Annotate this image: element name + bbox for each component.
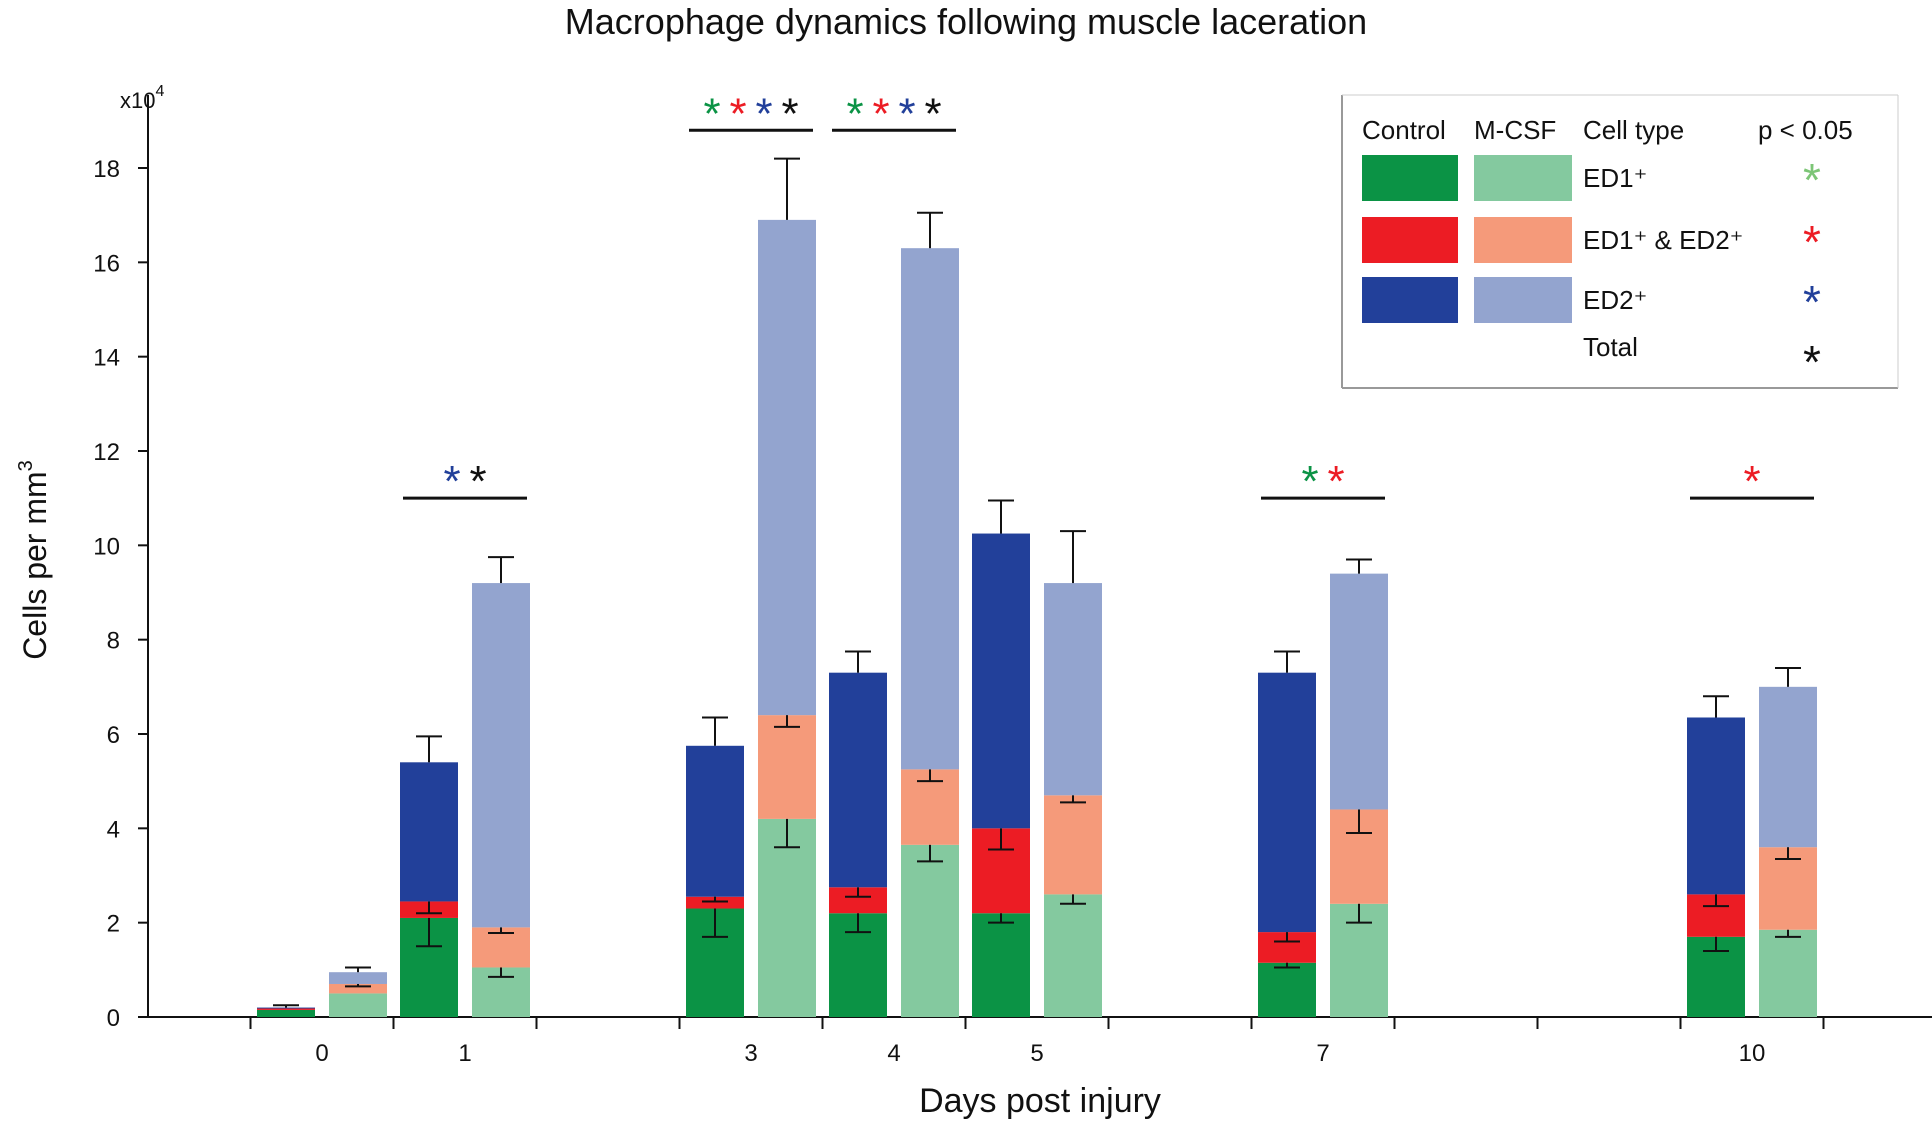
y-axis-label: Cells per mm3: [15, 460, 53, 660]
bar-ed2-control-day-0: [257, 1007, 315, 1009]
legend-star: *: [1803, 154, 1821, 206]
x-tick-label: 3: [744, 1040, 757, 1067]
bar-ed2-control-day-5: [972, 533, 1030, 829]
bar-ed2-mcsf-day-10: [1759, 686, 1817, 848]
y-tick-label: 12: [93, 439, 120, 466]
bar-ed1-mcsf-day-4: [901, 844, 959, 1017]
bar-ed12-mcsf-day-5: [1044, 795, 1102, 895]
x-tick-label: 4: [887, 1040, 900, 1067]
legend-label: ED1⁺ & ED2⁺: [1583, 225, 1743, 255]
significance-star: *: [755, 89, 772, 138]
chart-title: Macrophage dynamics following muscle lac…: [565, 1, 1367, 42]
bar-ed2-control-day-7: [1258, 672, 1316, 933]
significance-star: *: [703, 89, 720, 138]
significance-star: *: [443, 457, 460, 506]
bar-ed1-mcsf-day-5: [1044, 894, 1102, 1017]
legend-label: Total: [1583, 332, 1638, 362]
significance-star: *: [1327, 457, 1344, 506]
y-tick-label: 8: [107, 628, 120, 655]
bar-ed2-control-day-10: [1687, 717, 1745, 895]
bar-ed1-mcsf-day-0: [329, 993, 387, 1017]
y-axis-label-text: Cells per mm: [17, 471, 53, 659]
y-tick-label: 16: [93, 250, 120, 277]
x-tick-label: 1: [458, 1040, 471, 1067]
legend-header: M-CSF: [1474, 115, 1556, 145]
bar-ed12-mcsf-day-1: [472, 927, 530, 968]
x-tick-label: 0: [315, 1040, 328, 1067]
legend-swatch-mcsf-ed1: [1474, 155, 1572, 201]
legend-star: *: [1803, 276, 1821, 328]
significance-star: *: [469, 457, 486, 506]
y-axis-multiplier: x104: [120, 83, 164, 113]
y-axis-multiplier-base: x10: [120, 88, 155, 113]
significance-markers: * ** * * * * * * ** * *: [403, 89, 1814, 506]
bar-ed1-control-day-0: [257, 1009, 315, 1017]
legend-swatch-control-ed1: [1362, 155, 1458, 201]
legend-header: Control: [1362, 115, 1446, 145]
legend-header: p < 0.05: [1758, 115, 1853, 145]
bars: [257, 219, 1817, 1017]
legend-swatch-mcsf-ed2: [1474, 277, 1572, 323]
legend-swatch-control-ed12: [1362, 217, 1458, 263]
bar-ed12-mcsf-day-0: [329, 983, 387, 994]
bar-ed2-mcsf-day-5: [1044, 583, 1102, 796]
legend-star: *: [1803, 216, 1821, 268]
bar-ed1-mcsf-day-3: [758, 818, 816, 1017]
error-bars: [273, 157, 1801, 1008]
bar-ed2-control-day-1: [400, 762, 458, 902]
bar-ed12-mcsf-day-3: [758, 715, 816, 819]
svg-text:Cells per mm3: Cells per mm3: [15, 460, 53, 660]
x-tick-label: 10: [1739, 1040, 1766, 1067]
bar-ed1-control-day-7: [1258, 962, 1316, 1017]
bar-ed12-mcsf-day-10: [1759, 847, 1817, 930]
significance-star: *: [846, 89, 863, 138]
bar-ed1-mcsf-day-10: [1759, 929, 1817, 1017]
significance-star: *: [898, 89, 915, 138]
legend-header: Cell type: [1583, 115, 1684, 145]
significance-star: *: [924, 89, 941, 138]
legend-label: ED2⁺: [1583, 285, 1647, 315]
y-tick-label: 18: [93, 156, 120, 183]
legend-swatch-mcsf-ed12: [1474, 217, 1572, 263]
y-tick-label: 2: [107, 911, 120, 938]
significance-star: *: [1743, 457, 1760, 506]
significance-star: *: [1301, 457, 1318, 506]
y-tick-label: 14: [93, 345, 120, 372]
significance-star: *: [729, 89, 746, 138]
significance-star: *: [872, 89, 889, 138]
y-tick-label: 0: [107, 1005, 120, 1032]
y-tick-label: 4: [107, 816, 120, 843]
bar-ed2-control-day-3: [686, 745, 744, 897]
x-tick-label: 7: [1316, 1040, 1329, 1067]
bar-ed12-control-day-3: [686, 896, 744, 909]
legend-star: *: [1803, 336, 1821, 388]
significance-star: *: [781, 89, 798, 138]
y-axis-multiplier-exponent: 4: [155, 83, 164, 100]
x-tick-label: 5: [1030, 1040, 1043, 1067]
legend-label: ED1⁺: [1583, 163, 1647, 193]
bar-ed2-control-day-4: [829, 672, 887, 888]
bar-ed2-mcsf-day-0: [329, 972, 387, 984]
bar-ed1-control-day-5: [972, 913, 1030, 1017]
bar-ed2-mcsf-day-1: [472, 583, 530, 928]
bar-ed12-control-day-0: [257, 1008, 315, 1010]
bar-ed2-mcsf-day-4: [901, 248, 959, 770]
y-tick-label: 10: [93, 533, 120, 560]
legend-swatch-control-ed2: [1362, 277, 1458, 323]
x-axis-label: Days post injury: [919, 1082, 1161, 1120]
y-axis-label-superscript: 3: [15, 460, 37, 471]
legend: Control M-CSF Cell type p < 0.05 ED1⁺ * ED1⁺ &…: [1341, 94, 1899, 389]
bar-ed2-mcsf-day-3: [758, 219, 816, 716]
y-tick-label: 6: [107, 722, 120, 749]
bar-ed2-mcsf-day-7: [1330, 573, 1388, 810]
